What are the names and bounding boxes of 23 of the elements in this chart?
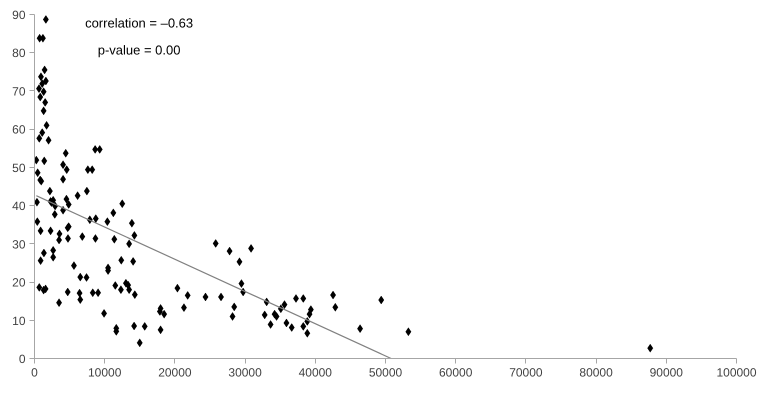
x-tick-label: 60000 [439,366,473,380]
x-tick-label: 90000 [650,366,684,380]
x-tick-label: 40000 [298,366,332,380]
y-tick-label: 80 [12,46,26,60]
y-tick-label: 10 [12,314,26,328]
x-tick-label: 30000 [228,366,262,380]
y-tick-label: 30 [12,237,26,252]
x-tick-label: 50000 [368,366,403,380]
x-tick-label: 100000 [716,366,757,380]
x-tick-label: 0 [31,366,38,380]
x-tick-label: 20000 [158,366,192,380]
x-tick-label: 80000 [579,366,614,380]
y-tick-label: 40 [12,199,26,214]
y-tick-label: 60 [12,122,26,137]
annotation: p-value = 0.00 [98,42,180,58]
annotation: correlation = –0.63 [85,16,194,31]
y-tick-label: 50 [12,160,26,175]
y-tick-label: 0 [18,352,26,366]
y-tick-label: 20 [12,276,26,290]
y-tick-label: 70 [12,84,26,98]
x-tick-label: 70000 [509,366,543,380]
y-tick-label: 90 [12,8,26,22]
x-tick-label: 10000 [88,366,122,380]
